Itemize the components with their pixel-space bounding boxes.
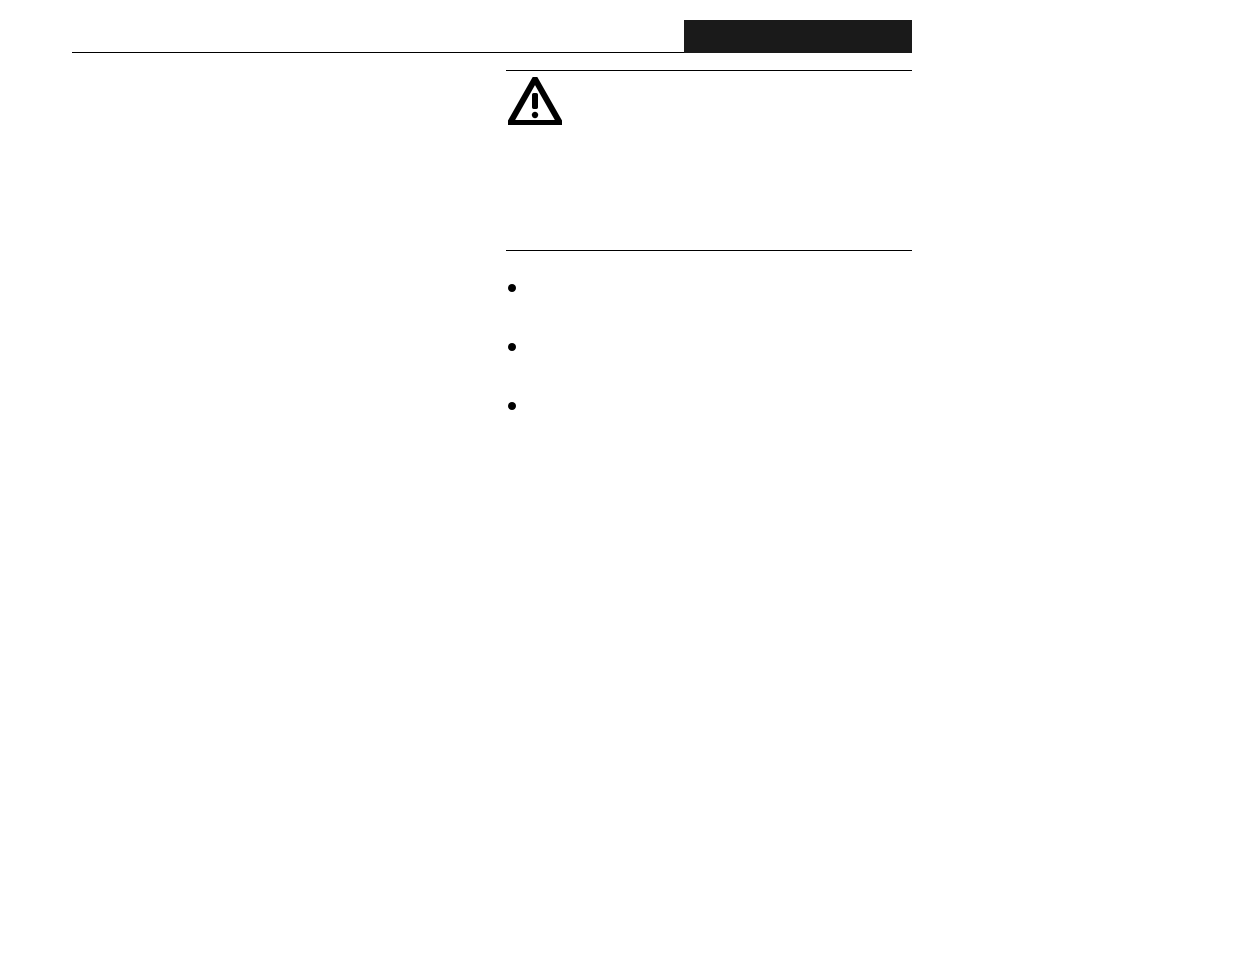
warning-triangle-icon (508, 112, 562, 129)
right-column (506, 70, 912, 458)
header-tab (684, 20, 912, 53)
bullet-dot-icon (508, 343, 516, 351)
header-rule (72, 20, 912, 53)
document-page (72, 20, 912, 53)
bullet-dot-icon (508, 402, 516, 410)
bullet-list (508, 281, 912, 410)
bullet-item (508, 399, 912, 410)
bullet-item (508, 281, 912, 292)
warning-section (506, 70, 912, 251)
bullet-dot-icon (508, 284, 516, 292)
bullet-item (508, 340, 912, 351)
